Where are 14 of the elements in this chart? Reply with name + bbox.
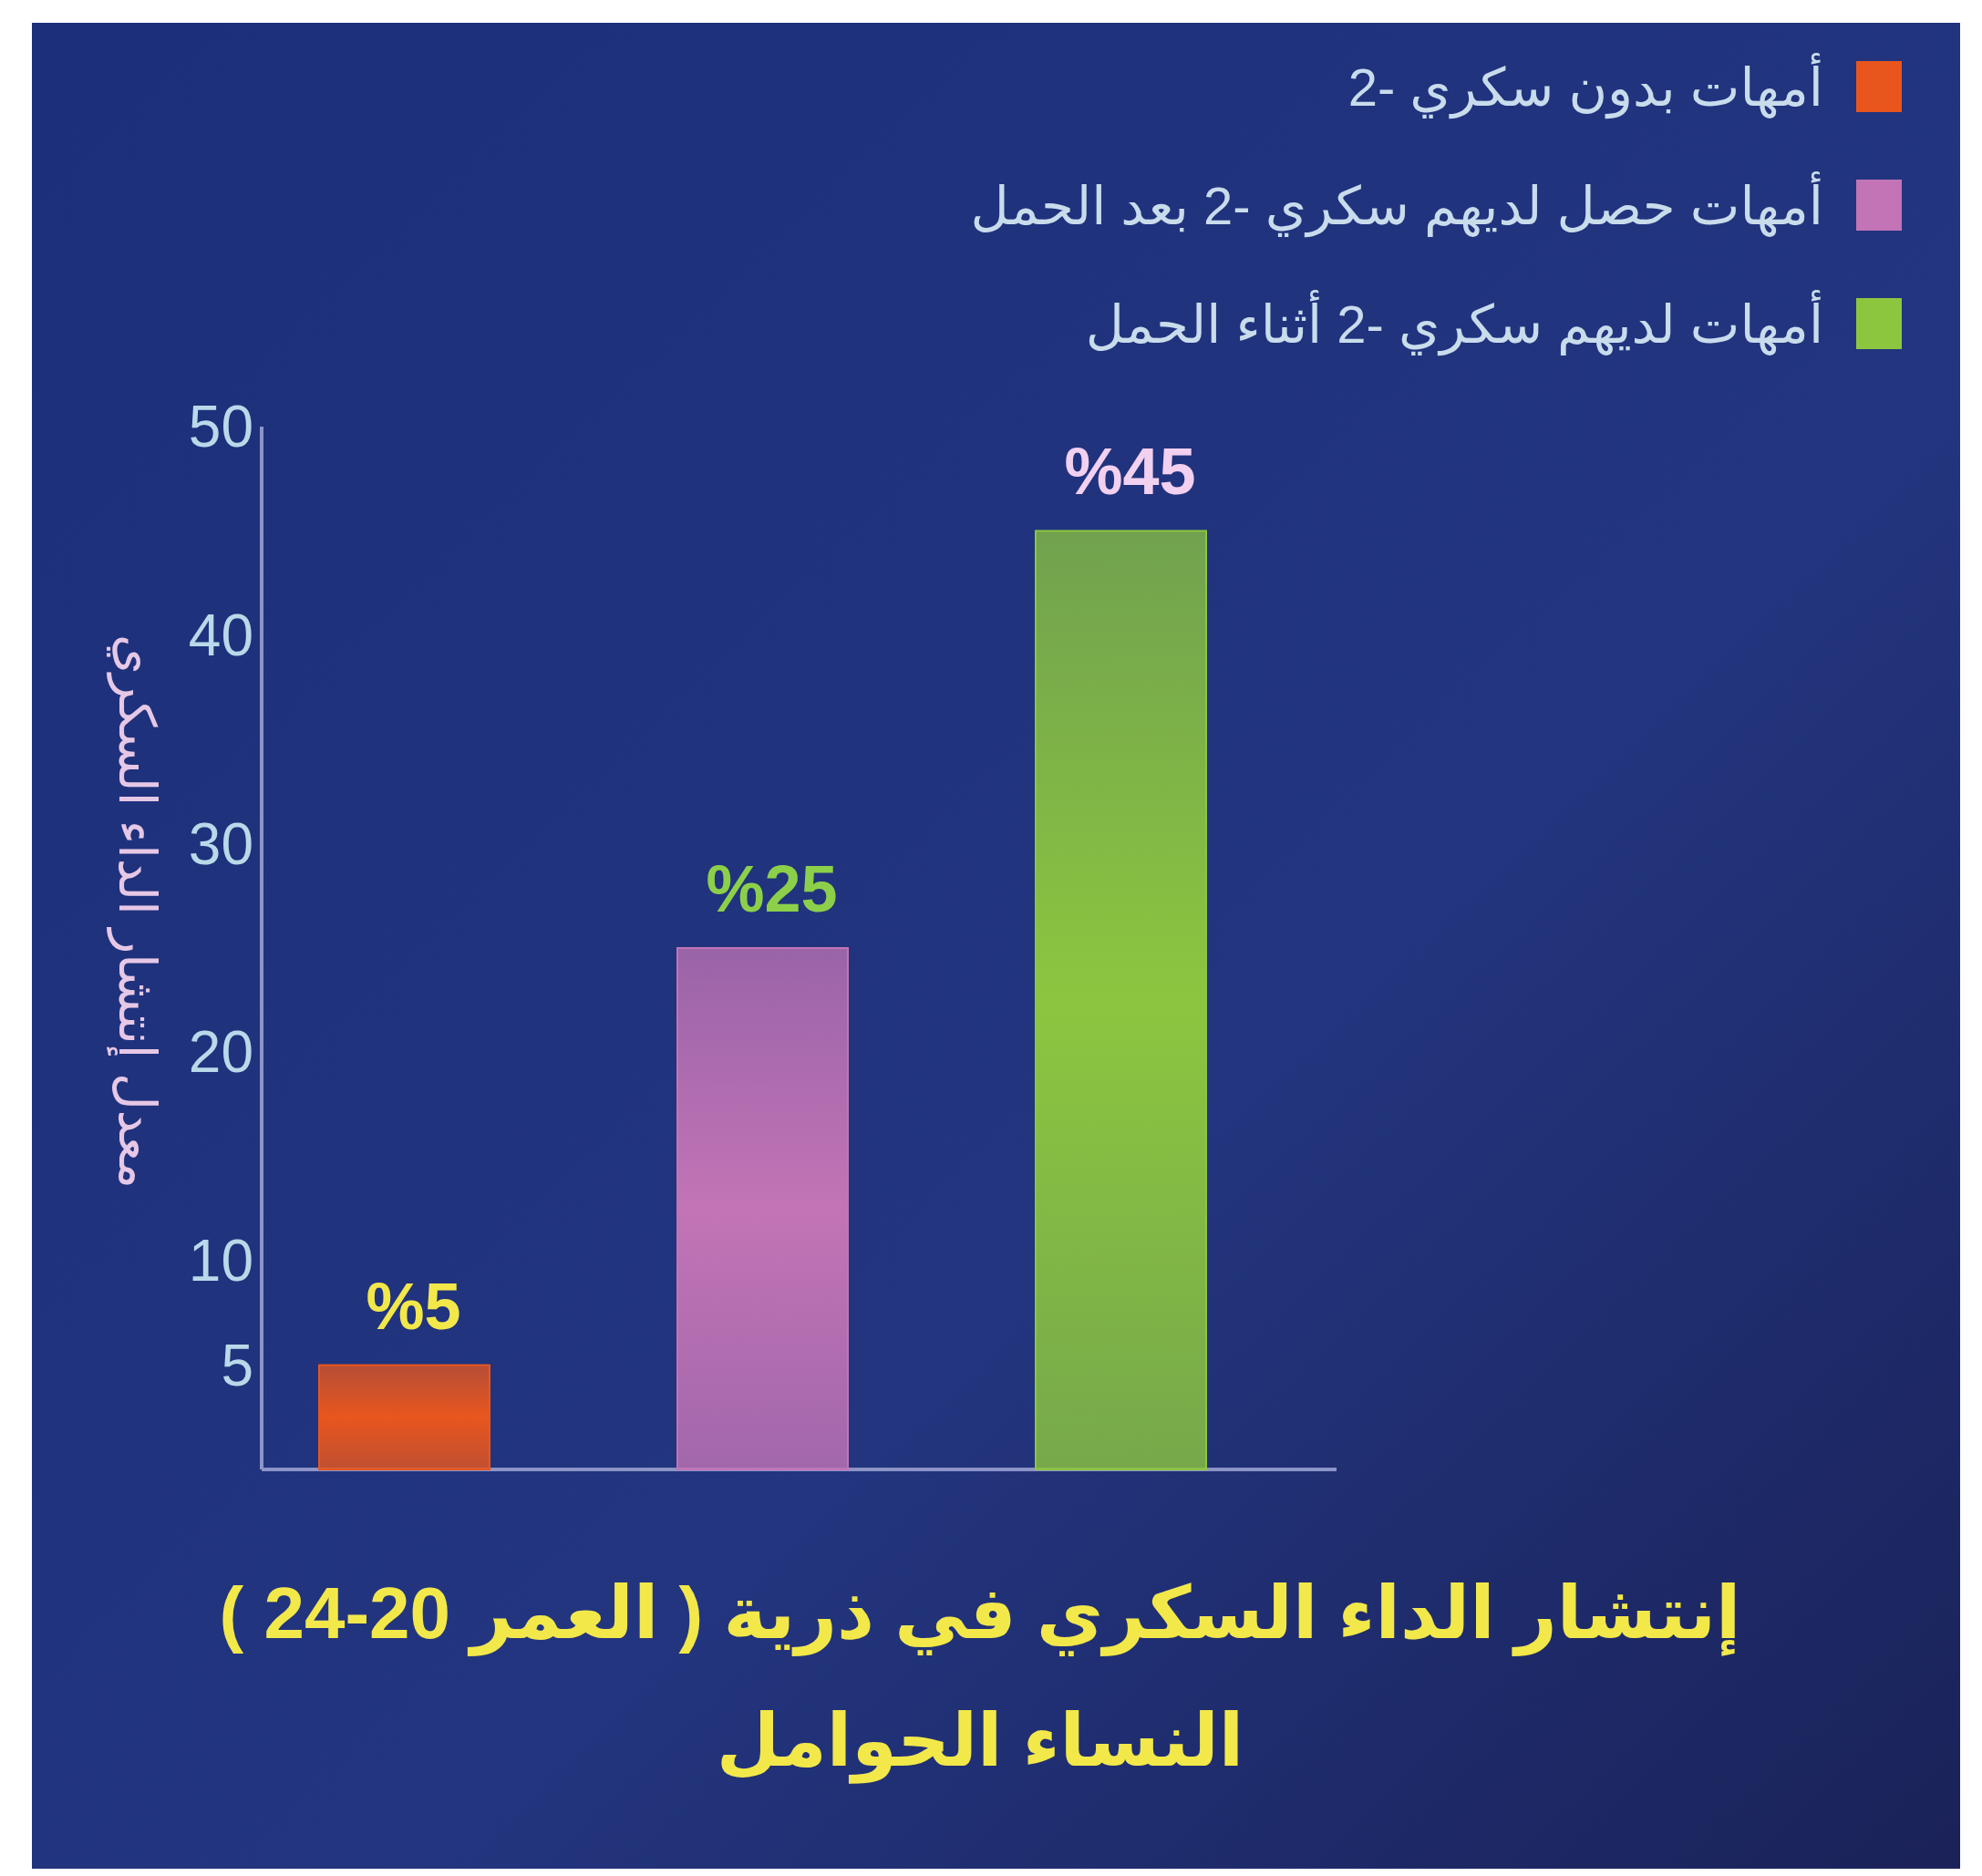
y-tick-label: 30 xyxy=(188,810,253,877)
y-tick-label: 5 xyxy=(221,1332,253,1398)
data-label: %45 xyxy=(1064,435,1196,509)
y-tick-label: 50 xyxy=(188,394,253,459)
legend-label: أمهات بدون سكري -2 xyxy=(1347,52,1823,119)
legend-label: أمهات حصل لديهم سكري -2 بعد الحمل xyxy=(970,170,1823,238)
y-tick-label: 20 xyxy=(188,1019,253,1086)
y-axis-title: معدل إنتشار الداء السكري xyxy=(105,634,166,1190)
y-tick-label: 10 xyxy=(188,1228,253,1294)
legend-label: أمهات لديهم سكري -2 أثناء الحمل xyxy=(1085,289,1823,356)
data-label: %5 xyxy=(366,1269,461,1343)
text: إنتشار الداء السكري في ذرية ( العمر 20-24 ) النساء الحوامل xyxy=(218,1572,1742,1786)
y-tick-label: 40 xyxy=(188,602,253,668)
data-label: %25 xyxy=(706,852,838,925)
